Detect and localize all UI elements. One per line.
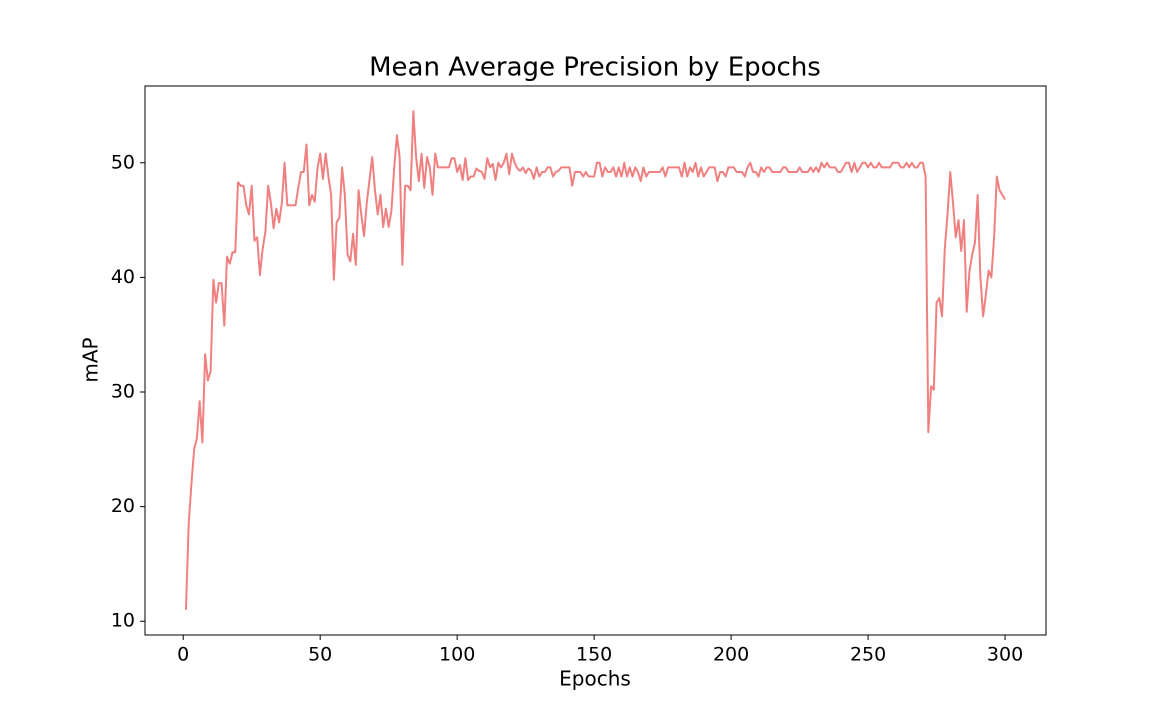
chart-title: Mean Average Precision by Epochs: [369, 53, 821, 83]
y-axis-label: mAP: [79, 337, 103, 382]
x-axis-label: Epochs: [559, 667, 631, 691]
y-tick-label: 20: [111, 495, 135, 517]
data-line: [184, 110, 1006, 610]
x-tick-label: 100: [439, 644, 475, 666]
x-tick-label: 150: [576, 644, 612, 666]
x-tick-label: 250: [850, 644, 886, 666]
y-tick-label: 30: [111, 381, 135, 403]
y-tick-label: 10: [111, 610, 135, 632]
plot-frame: [144, 85, 1047, 636]
x-tick-label: 200: [713, 644, 749, 666]
y-tick-label: 50: [111, 151, 135, 173]
x-tick-label: 0: [177, 644, 189, 666]
x-tick-label: 50: [308, 644, 332, 666]
x-tick-label: 300: [987, 644, 1023, 666]
y-tick-label: 40: [111, 266, 135, 288]
